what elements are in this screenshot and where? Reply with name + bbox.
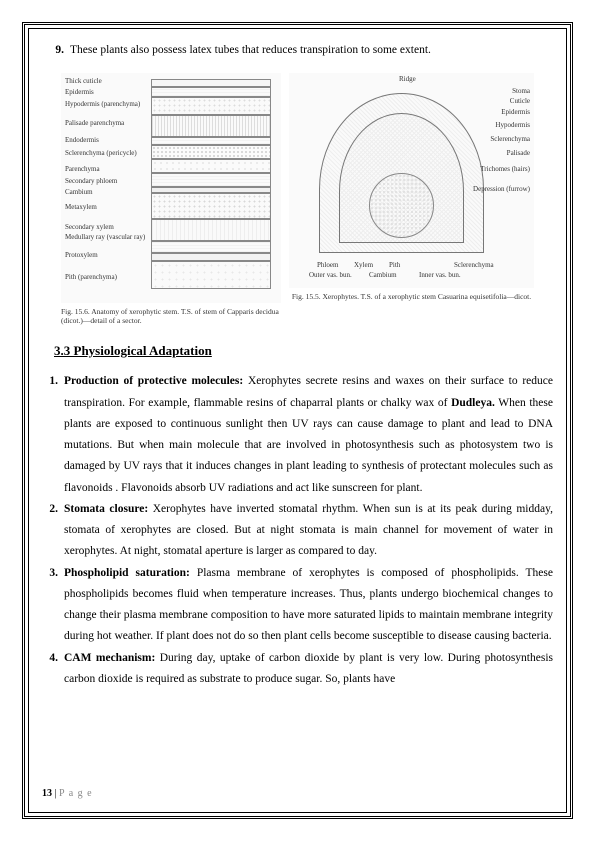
diagram-label: Epidermis bbox=[501, 108, 530, 116]
diagram-label: Stoma bbox=[512, 87, 530, 95]
diagram-label: Metaxylem bbox=[65, 203, 97, 211]
diagram-label: Palisade bbox=[507, 149, 530, 157]
intro-item-text: These plants also possess latex tubes th… bbox=[70, 42, 431, 59]
list-item-number: 2. bbox=[42, 499, 64, 563]
diagram-left: Thick cuticle Epidermis Hypodermis (pare… bbox=[61, 73, 281, 303]
diagram-label: Epidermis bbox=[65, 88, 94, 96]
list-item-title: Production of protective molecules: bbox=[64, 375, 243, 387]
list-item: 3. Phospholipid saturation: Plasma membr… bbox=[42, 563, 553, 648]
footer-word: P a g e bbox=[59, 788, 93, 799]
diagram-label: Secondary phloem bbox=[65, 177, 117, 185]
diagram-label: Palisade parenchyma bbox=[65, 119, 124, 127]
list-item-number: 1. bbox=[42, 371, 64, 499]
diagram-label: Depression (furrow) bbox=[473, 185, 530, 193]
list-item: 1. Production of protective molecules: X… bbox=[42, 371, 553, 499]
list-item-body: Phospholipid saturation: Plasma membrane… bbox=[64, 563, 553, 648]
diagram-label: Pith bbox=[389, 261, 400, 269]
diagram-label: Thick cuticle bbox=[65, 77, 102, 85]
diagram-right: Ridge Stoma Cuticle Epidermis Hypodermis… bbox=[289, 73, 534, 288]
intro-list-item: 9. These plants also possess latex tubes… bbox=[42, 42, 553, 59]
list-item-text: When these plants are exposed to continu… bbox=[64, 397, 553, 494]
diagram-label: Pith (parenchyma) bbox=[65, 273, 117, 281]
figure-left-caption: Fig. 15.6. Anatomy of xerophytic stem. T… bbox=[61, 307, 281, 325]
list-item-number: 3. bbox=[42, 563, 64, 648]
diagram-label: Hypodermis bbox=[495, 121, 530, 129]
diagram-label: Medullary ray (vascular ray) bbox=[65, 233, 145, 241]
list-item-bold: Dudleya. bbox=[451, 397, 495, 409]
page-content: 9. These plants also possess latex tubes… bbox=[42, 42, 553, 799]
diagram-label: Inner vas. bun. bbox=[419, 271, 461, 279]
list-item-title: CAM mechanism: bbox=[64, 652, 155, 664]
diagram-label: Cambium bbox=[369, 271, 397, 279]
list-item-body: Production of protective molecules: Xero… bbox=[64, 371, 553, 499]
diagram-label: Sclerenchyma bbox=[454, 261, 494, 269]
figure-right: Ridge Stoma Cuticle Epidermis Hypodermis… bbox=[289, 73, 534, 325]
page-number: 13 bbox=[42, 788, 52, 799]
footer-sep: | bbox=[52, 788, 59, 799]
diagram-label: Sclerenchyma bbox=[490, 135, 530, 143]
diagram-label: Protoxylem bbox=[65, 251, 98, 259]
list-item-title: Stomata closure: bbox=[64, 503, 148, 515]
section-heading: 3.3 Physiological Adaptation bbox=[54, 343, 553, 359]
diagram-label: Xylem bbox=[354, 261, 373, 269]
adaptation-list: 1. Production of protective molecules: X… bbox=[42, 371, 553, 690]
diagram-label: Endodermis bbox=[65, 136, 99, 144]
diagram-label: Hypodermis (parenchyma) bbox=[65, 100, 140, 108]
diagram-label: Phloem bbox=[317, 261, 338, 269]
list-item-body: Stomata closure: Xerophytes have inverte… bbox=[64, 499, 553, 563]
list-item: 2. Stomata closure: Xerophytes have inve… bbox=[42, 499, 553, 563]
diagram-label: Outer vas. bun. bbox=[309, 271, 352, 279]
figure-row: Thick cuticle Epidermis Hypodermis (pare… bbox=[42, 73, 553, 325]
diagram-label: Ridge bbox=[399, 75, 416, 83]
diagram-label: Secondary xylem bbox=[65, 223, 114, 231]
diagram-label: Cambium bbox=[65, 188, 93, 196]
list-item-number: 4. bbox=[42, 648, 64, 691]
figure-right-caption: Fig. 15.5. Xerophytes. T.S. of a xerophy… bbox=[289, 292, 534, 301]
diagram-label: Sclerenchyma (pericycle) bbox=[65, 149, 137, 157]
diagram-label: Parenchyma bbox=[65, 165, 100, 173]
list-item: 4. CAM mechanism: During day, uptake of … bbox=[42, 648, 553, 691]
list-item-body: CAM mechanism: During day, uptake of car… bbox=[64, 648, 553, 691]
page-footer: 13 | P a g e bbox=[42, 784, 553, 799]
diagram-label: Cuticle bbox=[510, 97, 530, 105]
list-item-title: Phospholipid saturation: bbox=[64, 567, 190, 579]
intro-item-number: 9. bbox=[42, 42, 70, 59]
diagram-label: Trichomes (hairs) bbox=[480, 165, 530, 173]
figure-left: Thick cuticle Epidermis Hypodermis (pare… bbox=[61, 73, 281, 325]
